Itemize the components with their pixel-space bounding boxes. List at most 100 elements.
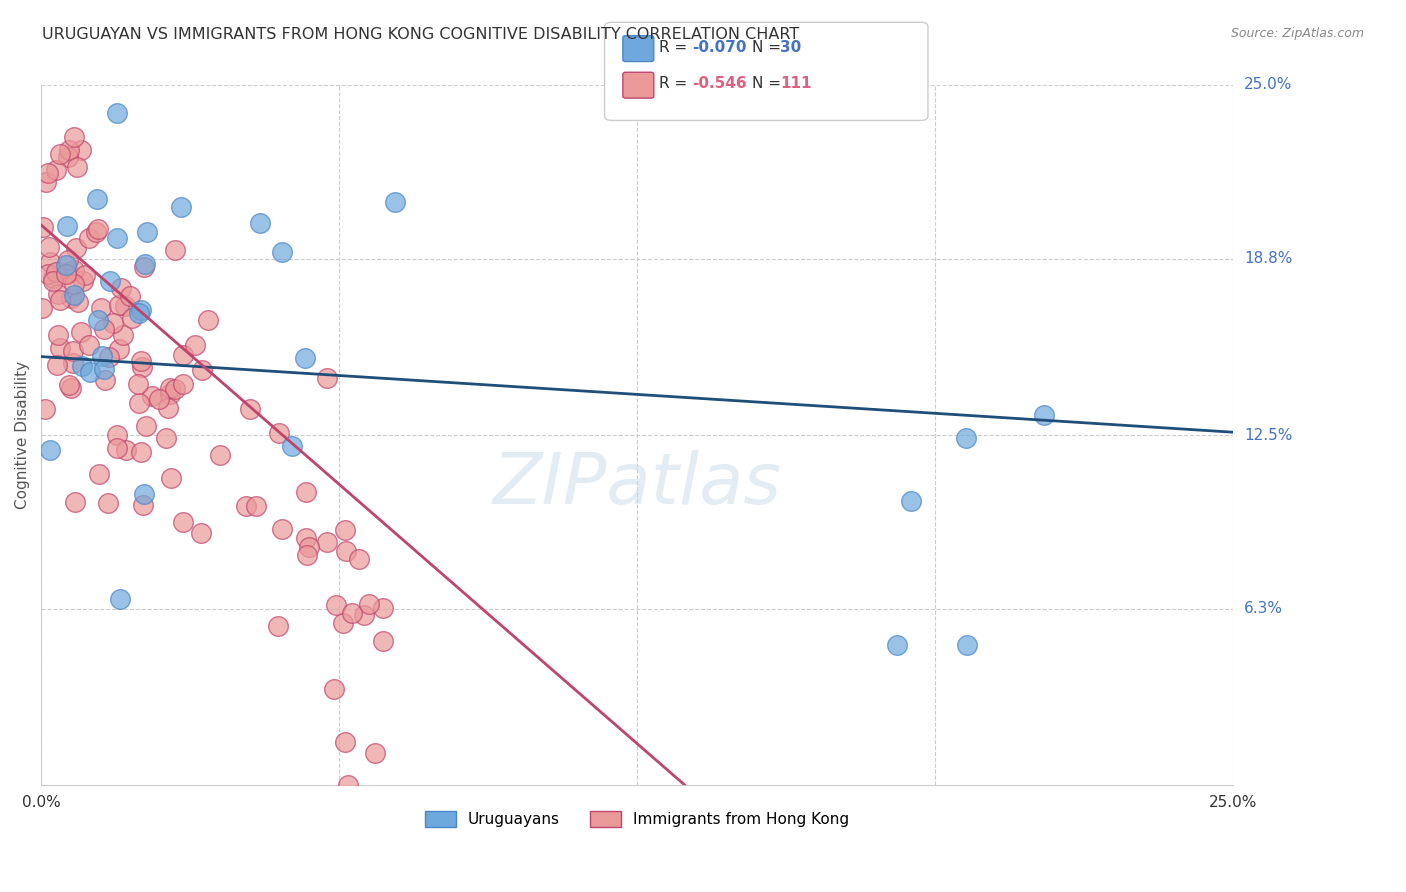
Point [34, 402, 56, 417]
Point [38, 240, 60, 254]
Point [97, 350, 120, 364]
Point [87, 313, 110, 327]
Point [1033, 408, 1056, 422]
Point [159, 381, 181, 395]
Point [63, 130, 86, 145]
Point [172, 376, 194, 391]
Point [46, 359, 69, 373]
Point [294, 351, 316, 365]
Point [172, 348, 194, 362]
Point [347, 552, 370, 566]
Point [66, 295, 89, 310]
Point [322, 682, 344, 697]
Point [183, 338, 205, 352]
Text: 30: 30 [780, 40, 801, 54]
Point [79, 365, 101, 379]
Text: 25.0%: 25.0% [1244, 78, 1292, 93]
Point [271, 522, 294, 536]
Point [97, 495, 120, 509]
Point [267, 619, 290, 633]
Y-axis label: Cognitive Disability: Cognitive Disability [15, 361, 30, 509]
Point [335, 523, 357, 537]
Point [335, 544, 357, 558]
Point [38, 443, 60, 458]
Point [159, 387, 181, 401]
Point [90, 301, 112, 315]
Point [955, 431, 977, 445]
Point [900, 494, 922, 508]
Point [335, 735, 357, 749]
Point [129, 302, 152, 317]
Point [114, 299, 136, 313]
Text: N =: N = [752, 77, 786, 91]
Point [86, 222, 108, 236]
Point [315, 535, 337, 549]
Text: Source: ZipAtlas.com: Source: ZipAtlas.com [1230, 27, 1364, 40]
Point [103, 316, 125, 330]
Point [105, 428, 128, 442]
Point [108, 591, 131, 606]
Point [70, 325, 93, 339]
Point [245, 499, 267, 513]
Legend: Uruguayans, Immigrants from Hong Kong: Uruguayans, Immigrants from Hong Kong [419, 805, 855, 833]
Point [37, 166, 59, 180]
Point [48, 341, 70, 355]
Point [132, 487, 155, 501]
Point [131, 353, 153, 368]
Point [363, 746, 385, 760]
Point [108, 298, 131, 312]
Point [155, 432, 177, 446]
Point [353, 607, 375, 622]
Point [163, 382, 186, 396]
Point [58, 150, 80, 164]
Point [31, 301, 53, 315]
Point [93, 322, 115, 336]
Point [131, 359, 153, 374]
Point [165, 244, 187, 258]
Point [105, 106, 128, 120]
Point [94, 373, 117, 387]
Point [271, 245, 294, 260]
Point [208, 448, 231, 462]
Point [65, 241, 87, 255]
Point [128, 306, 150, 320]
Point [156, 401, 179, 416]
Point [75, 268, 97, 282]
Point [121, 310, 143, 325]
Point [373, 601, 395, 615]
Point [956, 638, 979, 652]
Point [108, 342, 131, 356]
Point [60, 381, 83, 395]
Point [46, 328, 69, 343]
Point [373, 633, 395, 648]
Text: -0.070: -0.070 [692, 40, 747, 54]
Text: 18.8%: 18.8% [1244, 251, 1292, 266]
Point [77, 338, 100, 352]
Point [148, 392, 170, 406]
Point [134, 257, 156, 271]
Point [58, 143, 80, 157]
Point [128, 395, 150, 409]
Point [197, 312, 219, 326]
Point [281, 438, 304, 452]
Point [39, 254, 62, 268]
Point [325, 598, 347, 612]
Point [77, 231, 100, 245]
Point [86, 225, 108, 239]
Point [105, 441, 128, 455]
Point [295, 485, 318, 500]
Point [115, 443, 138, 458]
Point [45, 162, 67, 177]
Point [49, 147, 72, 161]
Text: 12.5%: 12.5% [1244, 427, 1292, 442]
Point [332, 615, 354, 630]
Point [191, 363, 214, 377]
Point [56, 253, 79, 268]
Text: N =: N = [752, 40, 786, 54]
Text: R =: R = [659, 77, 693, 91]
Point [46, 287, 69, 301]
Point [49, 293, 72, 307]
Point [135, 225, 157, 239]
Point [127, 377, 149, 392]
Point [297, 548, 319, 562]
